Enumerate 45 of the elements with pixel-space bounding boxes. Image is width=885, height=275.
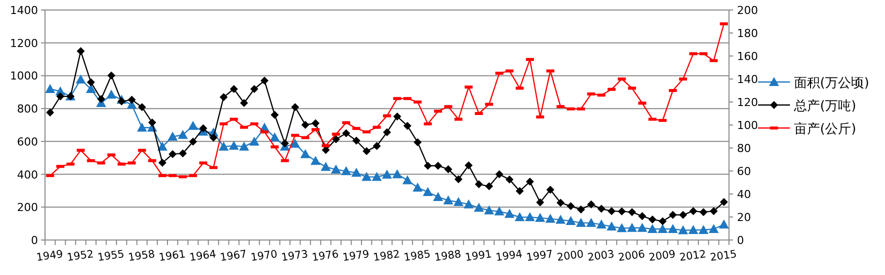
legend-label: 面积(万公顷)	[794, 76, 870, 91]
x-tick-label: 1952	[66, 248, 94, 264]
y2-tick-label: 0	[737, 234, 744, 247]
y2-tick-label: 80	[737, 142, 751, 155]
x-tick-label: 1982	[372, 248, 401, 264]
y2-tick-label: 180	[737, 27, 758, 40]
x-tick-label: 2015	[709, 248, 738, 264]
y-tick-label: 200	[17, 201, 38, 214]
x-tick-label: 2012	[678, 248, 707, 264]
y-tick-label: 1200	[10, 36, 38, 50]
x-tick-label: 1985	[403, 248, 432, 264]
legend-label: 亩产(公斤)	[794, 121, 856, 137]
x-tick-label: 2009	[648, 248, 676, 264]
x-tick-label: 1976	[311, 248, 340, 264]
x-tick-label: 1973	[280, 248, 309, 264]
y2-tick-label: 200	[737, 4, 758, 17]
y-tick-label: 0	[31, 234, 38, 247]
y2-tick-label: 100	[737, 119, 758, 132]
y-tick-label: 400	[17, 168, 38, 182]
x-tick-label: 1967	[219, 248, 248, 264]
x-tick-label: 1979	[342, 248, 370, 264]
x-tick-label: 1958	[127, 248, 156, 264]
y-tick-label: 800	[17, 102, 38, 116]
x-tick-label: 1955	[96, 248, 126, 264]
x-tick-label: 2000	[556, 248, 584, 264]
x-tick-label: 1964	[188, 248, 218, 264]
y2-tick-label: 140	[737, 73, 758, 86]
x-tick-label: 2006	[618, 248, 646, 264]
y-tick-label: 600	[17, 135, 38, 148]
y2-tick-label: 20	[737, 211, 751, 224]
x-tick-label: 1970	[250, 248, 278, 264]
y2-tick-label: 120	[737, 96, 758, 109]
y-tick-label: 1400	[10, 4, 38, 17]
x-tick-label: 1997	[526, 248, 554, 264]
y2-tick-label: 40	[737, 188, 751, 201]
legend-label: 总产(万吨)	[793, 99, 856, 114]
x-tick-label: 1961	[158, 248, 186, 264]
y2-tick-label: 160	[737, 50, 758, 63]
x-tick-label: 1991	[464, 248, 493, 264]
x-tick-label: 2003	[586, 248, 616, 264]
y-tick-label: 1000	[10, 70, 38, 83]
x-tick-label: 1988	[434, 248, 462, 264]
y2-tick-label: 60	[737, 165, 751, 178]
x-tick-label: 1994	[495, 248, 524, 264]
x-tick-label: 1949	[36, 248, 64, 264]
